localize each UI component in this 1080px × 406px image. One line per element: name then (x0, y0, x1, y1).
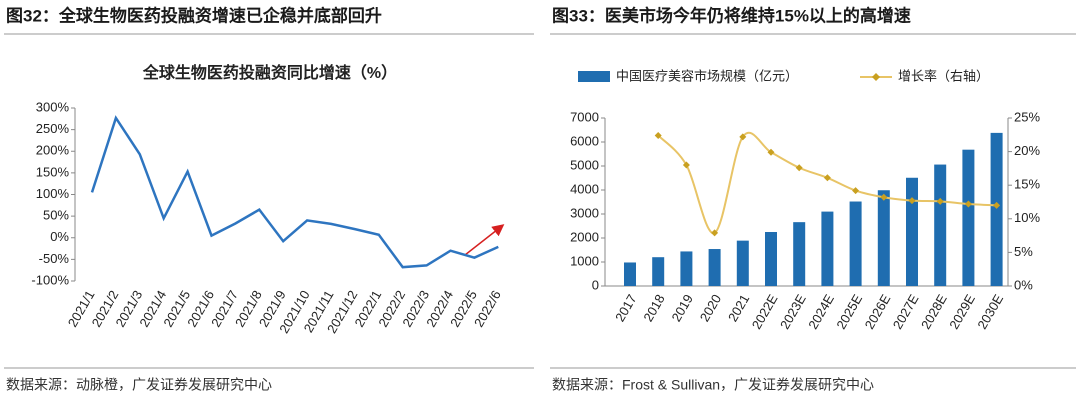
bar (680, 251, 693, 286)
y-tick-label: 5000 (570, 157, 599, 172)
x-tick-label: 2019 (669, 292, 696, 325)
y-tick-label: 2000 (570, 229, 599, 244)
line-marker (908, 197, 916, 205)
y-tick-label: 50% (43, 208, 69, 223)
bar (877, 190, 890, 286)
y-tick-label: 200% (36, 143, 70, 158)
y-tick-label: 6000 (570, 133, 599, 148)
line-marker (852, 187, 860, 195)
x-tick-label: 2030E (974, 291, 1006, 331)
line-marker (880, 193, 888, 201)
y-tick-label: 100% (36, 186, 70, 201)
bar (624, 262, 636, 286)
x-tick-label: 2017 (612, 292, 639, 325)
line-marker (739, 133, 747, 141)
y-tick-label: 150% (36, 164, 70, 179)
line-marker (654, 131, 662, 139)
line-marker (795, 164, 803, 172)
y2-tick-label: 25% (1014, 109, 1040, 124)
y2-tick-label: 0% (1014, 277, 1033, 292)
x-tick-label: 2024E (805, 291, 837, 331)
x-tick-label: 2028E (918, 291, 950, 331)
line (90, 115, 499, 269)
legend-swatch (578, 71, 610, 82)
y-tick-label: 250% (36, 121, 70, 136)
x-tick-label: 2027E (890, 291, 922, 331)
figure-title: 图32：全球生物医药投融资增速已企稳并底部回升 (6, 5, 382, 25)
chart-title: 全球生物医药投融资同比增速（%） (142, 63, 397, 82)
bar (652, 257, 665, 286)
y-tick-label: 0 (592, 277, 599, 292)
bar (736, 240, 749, 286)
legend-marker (872, 73, 880, 81)
bar (849, 201, 862, 286)
y2-tick-label: 20% (1014, 143, 1040, 158)
legend-label: 中国医疗美容市场规模（亿元） (616, 68, 798, 83)
x-tick-label: 2029E (946, 291, 978, 331)
bar (962, 149, 975, 286)
bar (934, 164, 947, 286)
line-marker (682, 161, 690, 169)
y-tick-label: -50% (39, 251, 70, 266)
trend-arrow (464, 224, 505, 256)
y2-tick-label: 15% (1014, 177, 1040, 192)
y2-tick-label: 5% (1014, 244, 1033, 259)
legend-label: 增长率（右轴） (898, 68, 989, 83)
y-tick-label: 4000 (570, 181, 599, 196)
bar (821, 211, 834, 286)
x-tick-label: 2018 (640, 292, 667, 325)
figure-title: 图33：医美市场今年仍将维持15%以上的高增速 (552, 5, 911, 25)
x-tick-label: 2025E (833, 291, 865, 331)
y-tick-label: 0% (50, 229, 69, 244)
line-marker (711, 229, 719, 237)
line-marker (993, 201, 1001, 209)
x-tick-label: 2020 (697, 292, 724, 325)
x-tick-label: 2026E (862, 291, 894, 331)
source: 数据来源：Frost & Sullivan，广发证券发展研究中心 (552, 377, 874, 393)
x-tick-label: 2022E (749, 291, 781, 331)
line-marker (767, 148, 775, 156)
bar (990, 132, 1003, 286)
x-tick-label: 2021 (725, 292, 752, 325)
bar (793, 222, 806, 286)
line-marker (936, 197, 944, 205)
y-tick-label: 3000 (570, 205, 599, 220)
y-tick-label: 300% (36, 99, 70, 114)
bar (906, 177, 918, 286)
y-tick-label: -100% (31, 272, 69, 287)
y-tick-label: 1000 (570, 253, 599, 268)
bar (708, 249, 721, 286)
y-tick-label: 7000 (570, 109, 599, 124)
line-marker (823, 174, 831, 182)
x-tick-label: 2023E (777, 291, 809, 331)
y2-tick-label: 10% (1014, 210, 1040, 225)
line-marker (964, 200, 972, 208)
bar (765, 232, 777, 286)
source: 数据来源：动脉橙，广发证券发展研究中心 (6, 377, 272, 393)
